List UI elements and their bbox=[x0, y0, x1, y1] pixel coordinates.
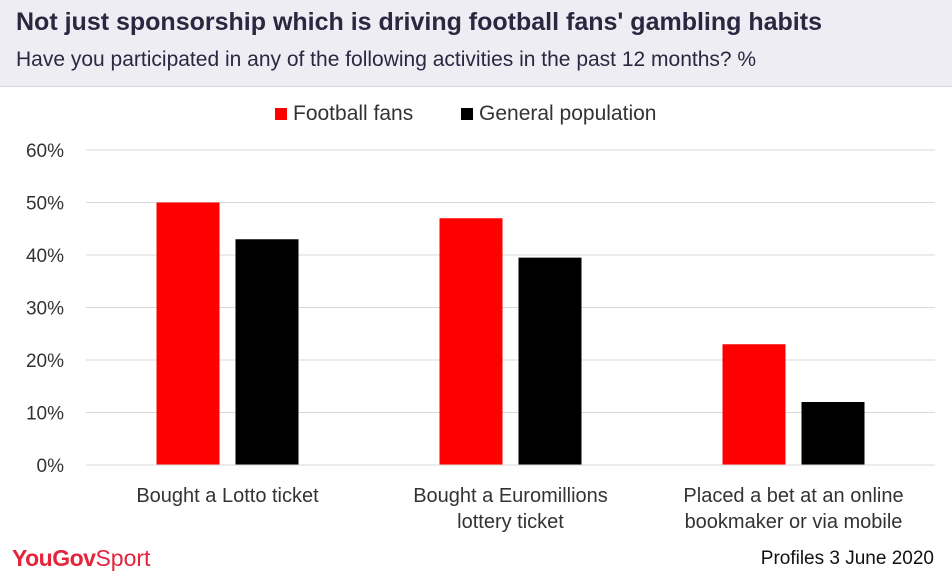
x-tick-label: Bought a Euromillions lottery ticket bbox=[413, 485, 608, 533]
x-tick-label: Bought a Lotto ticket bbox=[136, 485, 319, 507]
bar-football-fans bbox=[156, 202, 220, 465]
bar-football-fans bbox=[722, 344, 786, 465]
bar-general-population bbox=[801, 402, 865, 465]
legend-swatch-general-population bbox=[461, 108, 473, 120]
source-note: Profiles 3 June 2020 bbox=[760, 548, 934, 569]
bar-chart: 0% 10% 20% 30% 40% 50% 60% Bought a Lotto ticke… bbox=[26, 102, 935, 533]
x-tick-label: Placed a bet at an online bookmaker or vi… bbox=[683, 485, 903, 533]
chart-title: Not just sponsorship which is driving fo… bbox=[16, 8, 822, 36]
chart-subtitle: Have you participated in any of the foll… bbox=[16, 48, 757, 71]
y-tick-label: 40% bbox=[26, 246, 64, 267]
logo-sport-text: Sport bbox=[95, 545, 151, 571]
y-tick-label: 20% bbox=[26, 351, 64, 372]
legend-label: Football fans bbox=[293, 102, 413, 125]
bar-general-population bbox=[235, 239, 299, 465]
bar-football-fans bbox=[439, 218, 503, 465]
bar-general-population bbox=[518, 257, 582, 465]
chart-header: Not just sponsorship which is driving fo… bbox=[0, 0, 952, 87]
y-tick-label: 30% bbox=[26, 299, 64, 320]
logo-yougov-text: YouGov bbox=[12, 545, 96, 571]
legend-swatch-football-fans bbox=[275, 108, 287, 120]
yougov-sport-logo: YouGovSport bbox=[12, 545, 150, 572]
y-tick-label: 50% bbox=[26, 194, 64, 215]
y-tick-label: 10% bbox=[26, 404, 64, 425]
legend-label: General population bbox=[479, 102, 656, 125]
y-tick-label: 0% bbox=[37, 456, 65, 477]
y-tick-label: 60% bbox=[26, 141, 64, 162]
